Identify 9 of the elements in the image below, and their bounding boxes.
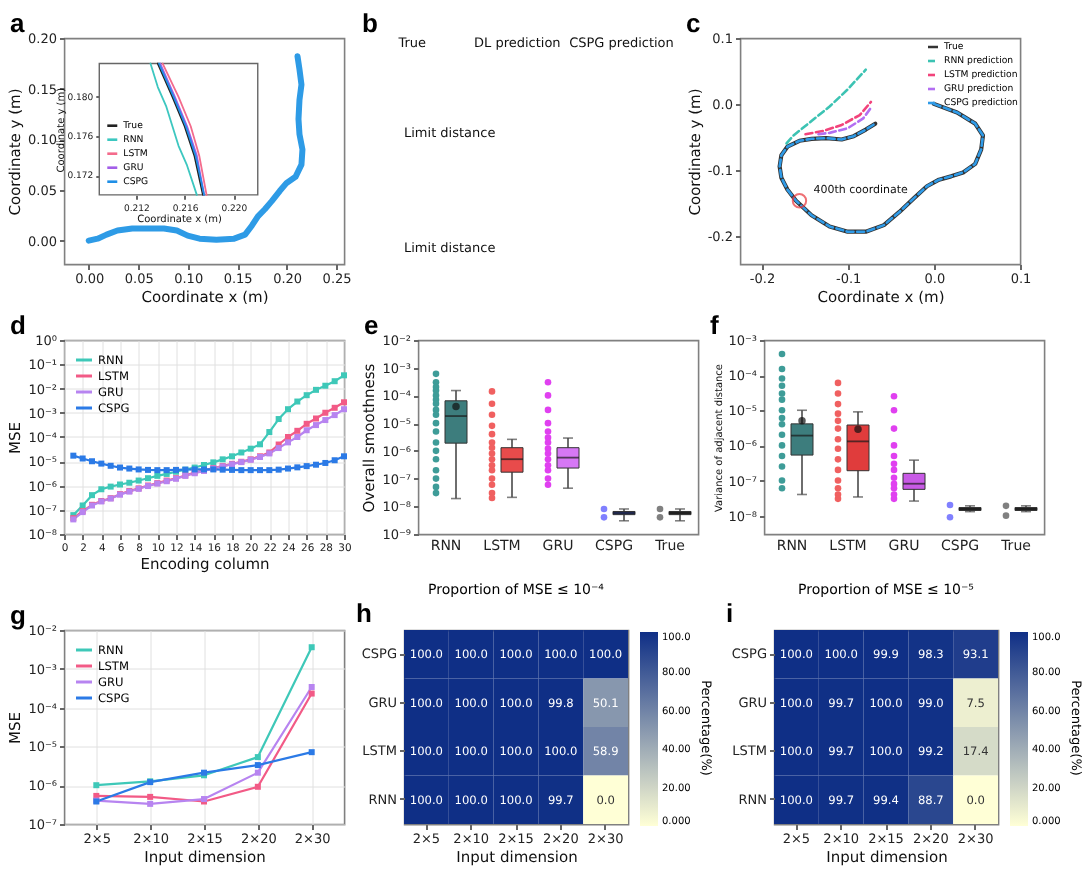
chart-title: c — [686, 8, 701, 38]
chart-title: a — [10, 8, 26, 38]
chart-title: d — [10, 310, 26, 340]
chart-title: i — [726, 598, 734, 628]
chart-title: g — [10, 600, 26, 630]
chart-title: e — [364, 310, 379, 340]
chart-title: h — [356, 598, 372, 628]
chart-title: f — [710, 310, 720, 340]
text: b — [362, 8, 378, 38]
